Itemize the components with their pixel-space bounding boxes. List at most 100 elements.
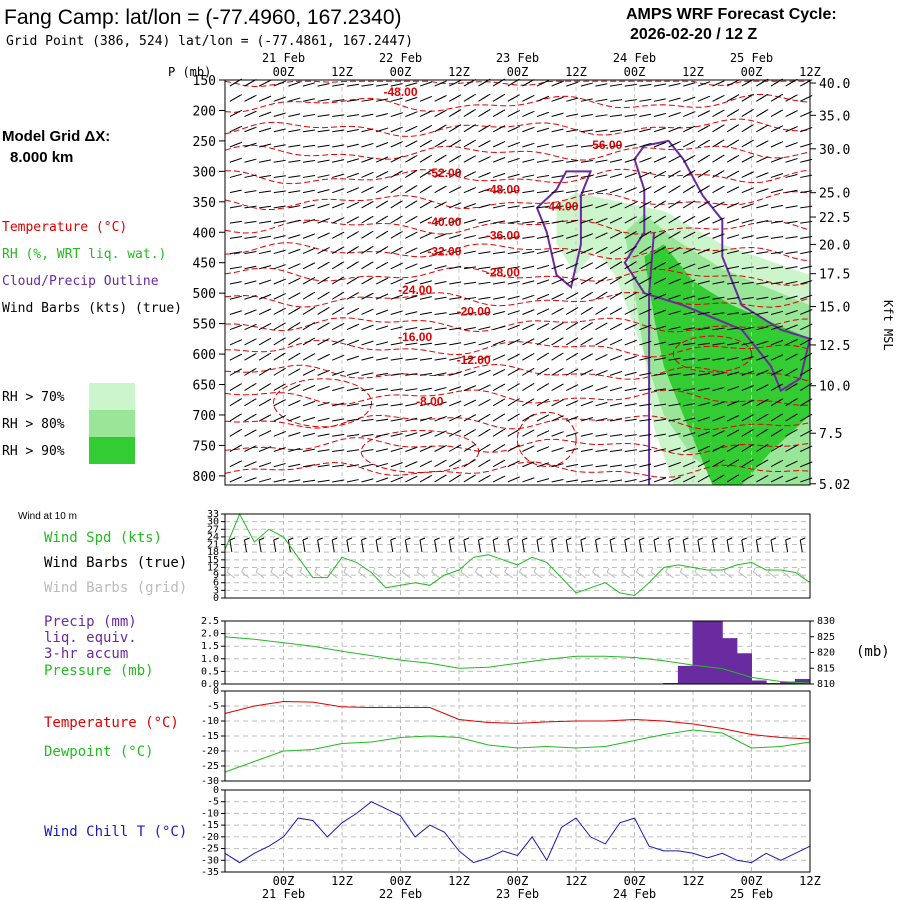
- height-tick-label-9: 10.0: [819, 380, 850, 395]
- wind-barb-452: [463, 385, 477, 392]
- surface-barb-true-5: [302, 537, 309, 553]
- wind-barb-279: [375, 215, 389, 224]
- wind-barb-187: [317, 464, 330, 468]
- wind-barb-141: [302, 174, 316, 178]
- top-hour-label-7: 12Z: [682, 65, 704, 79]
- surface-barb-true-30: [668, 537, 674, 553]
- wind-barb-231: [346, 307, 360, 315]
- cloud-outline-2: [648, 232, 655, 485]
- pressure-tick-label-12: 750: [193, 439, 216, 454]
- wind-barb-26: [229, 476, 243, 483]
- wind-barb-572: [536, 159, 550, 163]
- wind-barb-303: [390, 170, 403, 178]
- temp-panel-ytick-label-6: -30: [201, 776, 219, 787]
- wind-barb-625: [566, 144, 579, 148]
- wind-barb-507: [492, 398, 506, 407]
- wind-barb-1002: [770, 125, 784, 133]
- wind-barb-65: [259, 250, 272, 255]
- wind-barb-595: [551, 96, 564, 102]
- wind-barb-741: [624, 261, 637, 270]
- wind-barb-41: [244, 294, 257, 300]
- surface-barb-grid-0: [226, 567, 236, 579]
- isotherm-9: [224, 291, 811, 308]
- wind-barb-399: [434, 401, 447, 407]
- wind-barb-115: [288, 190, 301, 194]
- wind-barb-510: [492, 444, 506, 452]
- wind-barb-599: [551, 159, 564, 163]
- surface-barb-true-20: [521, 537, 528, 553]
- wind-barb-680: [595, 159, 608, 163]
- wind-barb-530: [507, 339, 520, 346]
- wind-barb-379: [434, 95, 447, 102]
- wind-barb-102: [273, 399, 286, 407]
- wind-barb-284: [375, 293, 389, 300]
- wind-barb-923: [726, 154, 740, 163]
- wind-barb-297: [390, 83, 403, 87]
- wind-barb-867: [697, 124, 711, 133]
- wind-barb-780: [639, 448, 652, 452]
- wind-barb-535: [507, 413, 520, 422]
- wind-barb-123: [288, 307, 301, 315]
- wind-barb-777: [639, 403, 652, 407]
- wind-barb-206: [332, 338, 345, 346]
- isotherm-13: [224, 389, 811, 406]
- wind-barb-652: [580, 144, 593, 148]
- wind-barb-202: [331, 276, 345, 285]
- surface-barb-grid-11: [387, 567, 397, 579]
- top-hour-label-5: 12Z: [565, 65, 587, 79]
- wind-barb-733: [624, 143, 637, 148]
- wind-barb-130: [288, 415, 301, 422]
- wind-barb-897: [712, 170, 725, 178]
- wind-barb-338: [405, 295, 418, 300]
- wind-barb-72: [258, 352, 272, 361]
- surface-barb-grid-5: [299, 567, 309, 579]
- wind-barb-298: [390, 97, 403, 102]
- wind-true-label: Wind Barbs (true): [44, 555, 187, 571]
- surface-barb-true-27: [624, 537, 630, 553]
- wind-barb-643: [566, 416, 579, 422]
- wind-barb-504: [492, 354, 506, 361]
- wind-barb-634: [566, 277, 579, 285]
- wind-barb-888: [697, 445, 711, 452]
- wind-barb-313: [390, 326, 403, 331]
- top-hour-label-9: 12Z: [799, 65, 821, 79]
- wind-barb-310: [390, 278, 403, 285]
- wind-barb-558: [522, 353, 535, 361]
- wind-barb-938: [726, 385, 740, 392]
- wind-barb-411: [449, 170, 462, 178]
- wind-barb-797: [653, 293, 667, 300]
- wind-barb-113: [288, 159, 301, 163]
- wind-barb-836: [668, 476, 681, 483]
- wind-barb-650: [580, 113, 593, 118]
- wind-barb-950: [741, 155, 754, 163]
- wind-barb-682: [595, 188, 608, 194]
- precip-panel-ytick-label-1: 2.0: [201, 629, 219, 640]
- wind-barb-949: [741, 139, 754, 148]
- wind-barb-653: [580, 159, 593, 163]
- wind-barb-83: [273, 112, 286, 118]
- wind-barb-843: [682, 169, 696, 178]
- wind-barb-620: [551, 478, 564, 483]
- pressure-ytick-label-1: 825: [817, 632, 835, 643]
- wind-barb-319: [390, 418, 403, 422]
- wind-barb-277: [375, 185, 389, 194]
- isotherm-11: [224, 339, 811, 358]
- wind-barb-90: [273, 220, 286, 224]
- wind-barb-996: [756, 443, 769, 452]
- wind-barb-618: [551, 447, 564, 452]
- wind-barb-146: [302, 247, 316, 255]
- isotherm-0: [224, 80, 810, 88]
- wind-barb-1011: [770, 266, 783, 270]
- wind-barb-922: [726, 139, 740, 148]
- wind-barb-1025: [770, 475, 784, 483]
- wind-barb-427: [449, 415, 462, 422]
- wind-barb-839: [683, 111, 696, 118]
- wind-barb-977: [756, 156, 769, 163]
- wind-barb-971: [741, 474, 754, 483]
- bottom-date-label-1: 22 Feb: [379, 887, 422, 900]
- bottom-hour-label-5: 12Z: [565, 874, 587, 888]
- wind-barb-668: [580, 385, 594, 392]
- wind-barb-194: [332, 159, 345, 163]
- wind-barb-865: [697, 95, 711, 102]
- wind-barb-562: [522, 413, 535, 422]
